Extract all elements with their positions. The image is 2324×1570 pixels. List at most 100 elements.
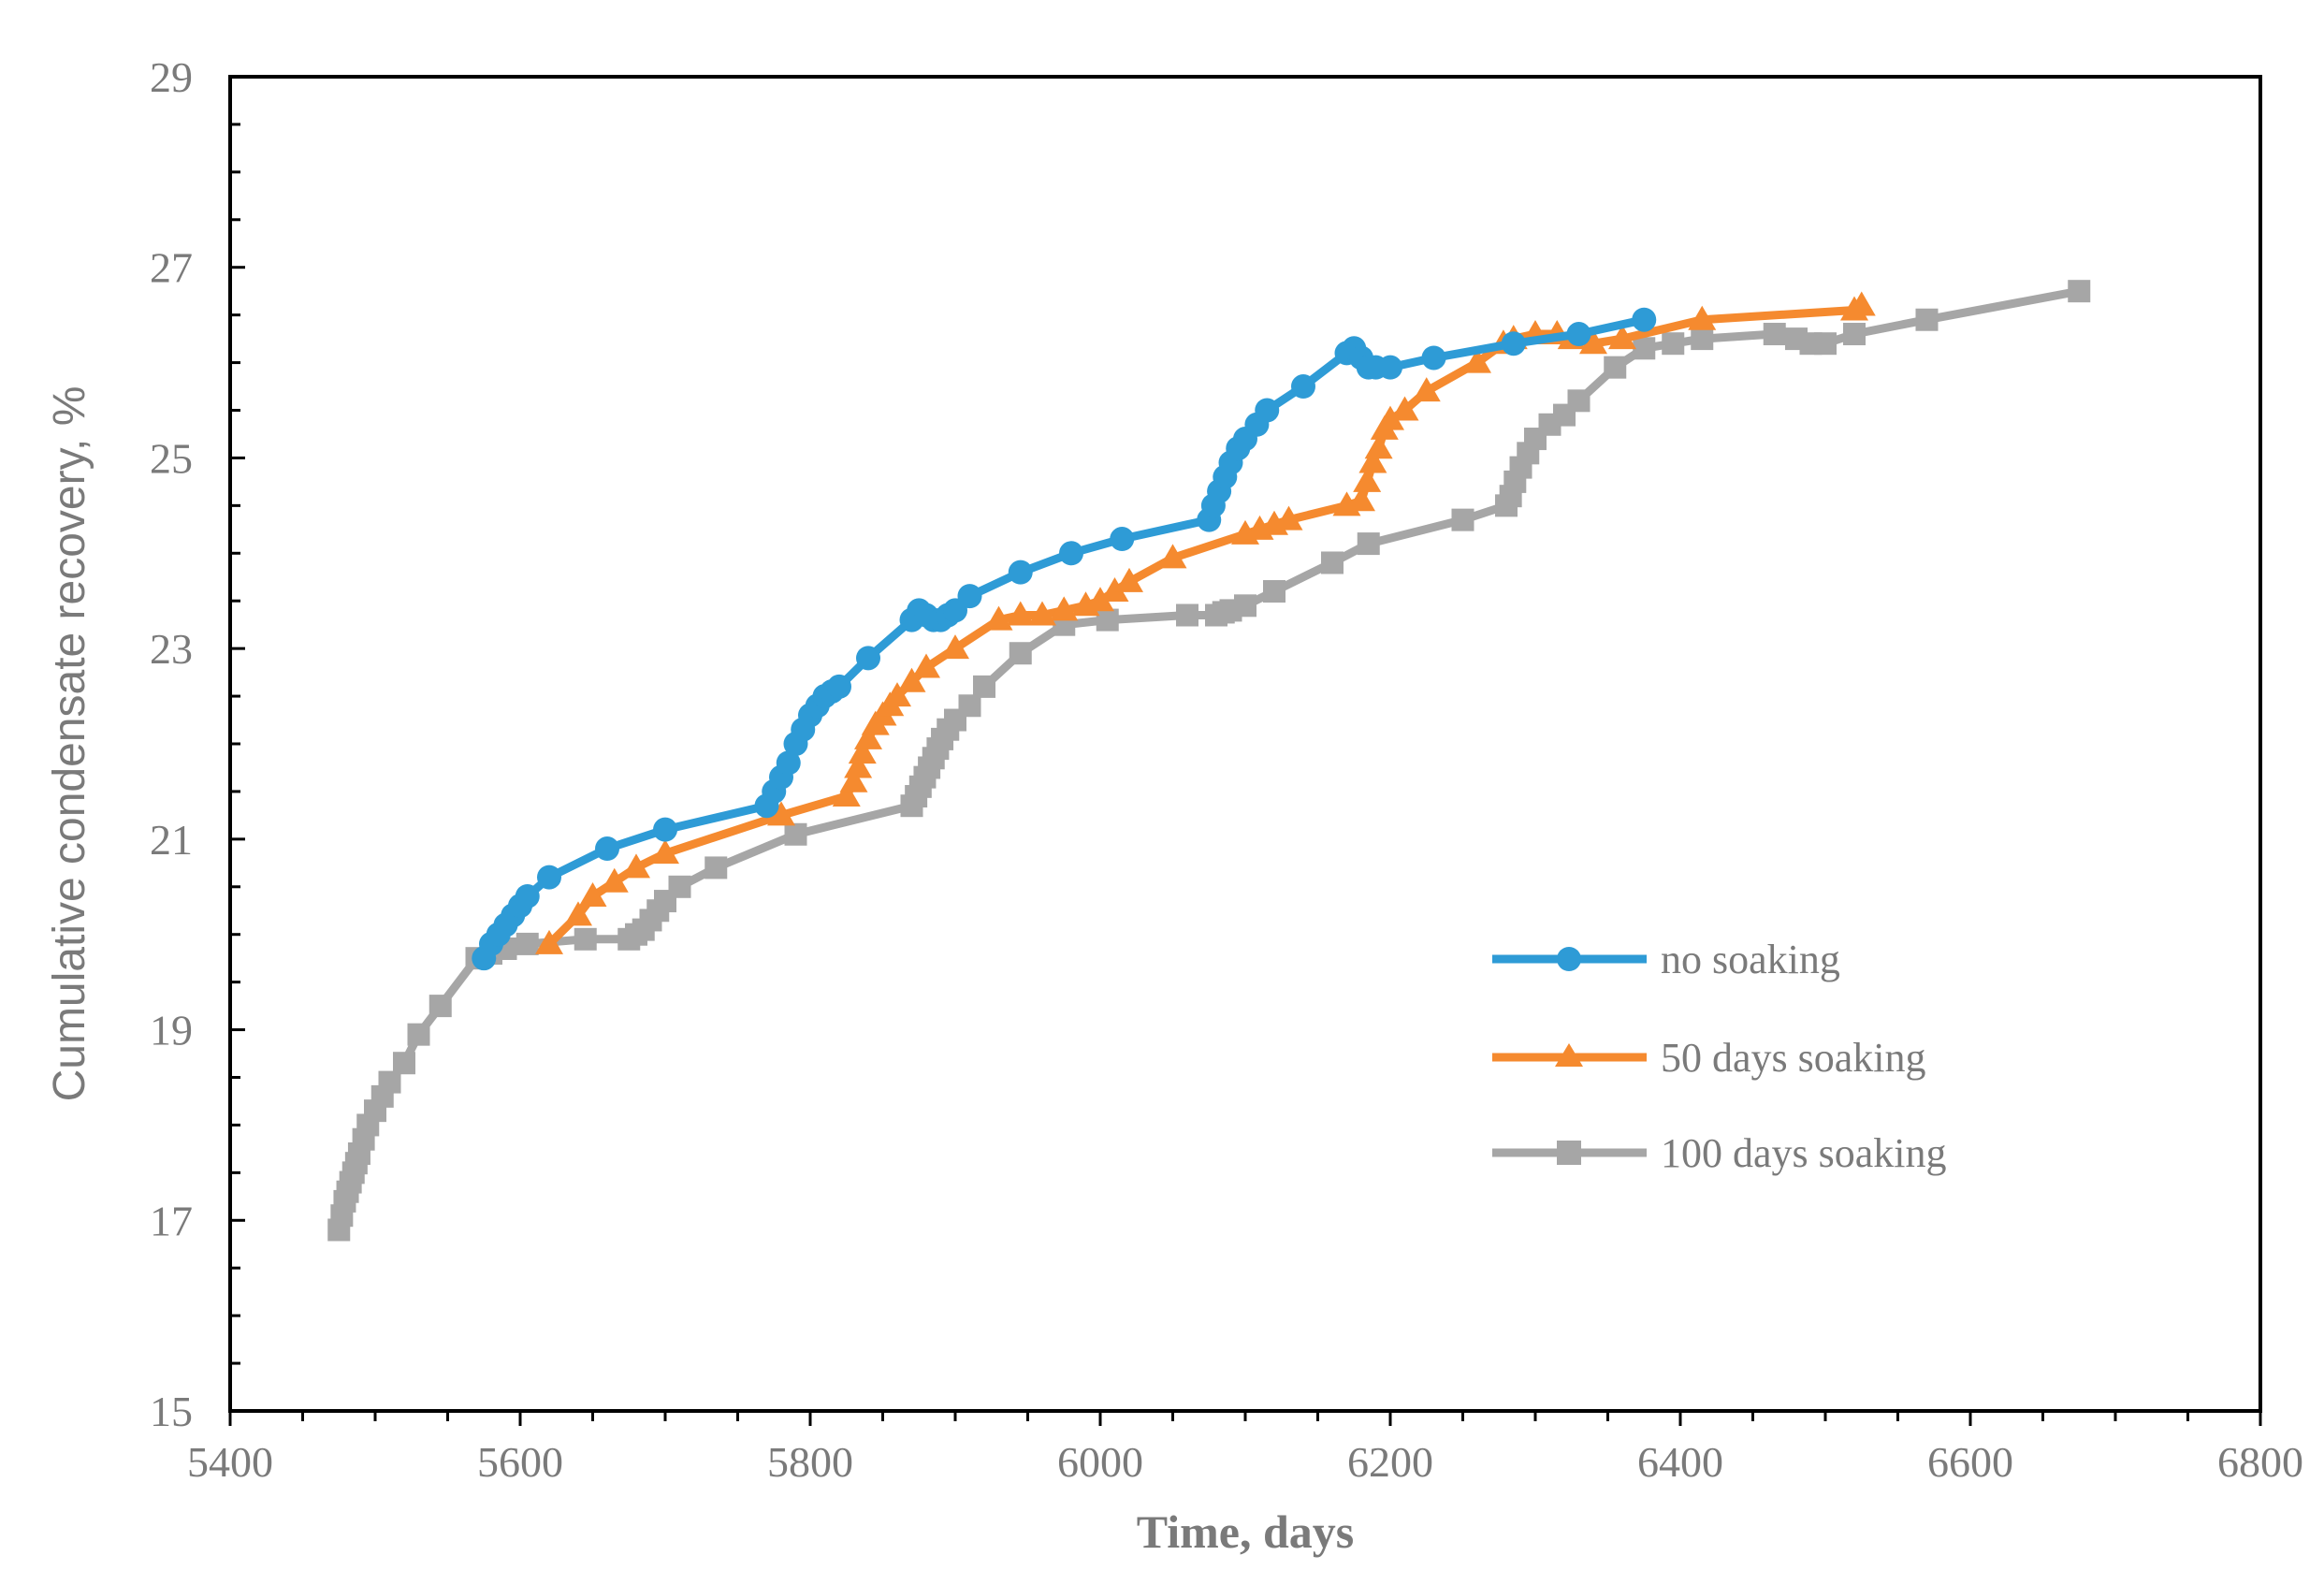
data-point-100-days-soaking bbox=[574, 927, 597, 951]
legend-item-100-days-soaking: 100 days soaking bbox=[1492, 1130, 1947, 1176]
series-line-100-days-soaking bbox=[334, 286, 2084, 1234]
data-point-100-days-soaking bbox=[1691, 327, 1714, 351]
y-tick-label: 29 bbox=[150, 53, 193, 101]
data-point-100-days-soaking bbox=[1234, 594, 1256, 618]
data-point-no-soaking bbox=[1632, 307, 1657, 332]
y-axis-title: Cumulative condensate recovery, % bbox=[45, 386, 94, 1102]
data-point-50-days-soaking bbox=[912, 653, 940, 678]
data-point-50-days-soaking bbox=[564, 901, 592, 926]
y-tick-label: 17 bbox=[150, 1197, 193, 1244]
data-point-no-soaking bbox=[856, 646, 880, 671]
data-point-no-soaking bbox=[1501, 331, 1526, 356]
x-tick-label: 5600 bbox=[477, 1438, 563, 1486]
x-tick-label: 6000 bbox=[1057, 1438, 1143, 1486]
data-point-no-soaking bbox=[1566, 322, 1591, 347]
data-point-100-days-soaking bbox=[2068, 280, 2091, 303]
data-point-no-soaking bbox=[1378, 355, 1402, 380]
data-point-no-soaking bbox=[515, 883, 540, 909]
data-point-100-days-soaking bbox=[1915, 308, 1939, 331]
data-point-no-soaking bbox=[1008, 560, 1033, 585]
y-tick-label: 21 bbox=[150, 816, 193, 864]
data-point-50-days-soaking bbox=[839, 767, 868, 792]
data-point-100-days-soaking bbox=[378, 1070, 401, 1094]
data-point-50-days-soaking bbox=[848, 739, 877, 764]
y-tick-label: 19 bbox=[150, 1007, 193, 1054]
data-point-50-days-soaking bbox=[578, 881, 607, 907]
data-point-50-days-soaking bbox=[1050, 596, 1079, 621]
data-point-no-soaking bbox=[595, 836, 619, 862]
data-point-100-days-soaking bbox=[1176, 603, 1198, 627]
data-point-100-days-soaking bbox=[516, 932, 539, 955]
legend: no soaking 50 days soaking 100 days soak… bbox=[1492, 937, 1947, 1176]
data-point-no-soaking bbox=[653, 817, 677, 842]
data-point-100-days-soaking bbox=[1763, 323, 1786, 346]
x-tick-label: 6600 bbox=[1927, 1438, 2013, 1486]
data-point-50-days-soaking bbox=[1579, 329, 1607, 355]
data-point-100-days-soaking bbox=[1814, 332, 1837, 356]
legend-label-100-days-soaking: 100 days soaking bbox=[1661, 1130, 1947, 1176]
data-point-no-soaking bbox=[827, 674, 851, 699]
data-point-50-days-soaking bbox=[1412, 377, 1441, 402]
data-point-no-soaking bbox=[1291, 374, 1315, 400]
y-tick-label: 23 bbox=[150, 625, 193, 673]
data-point-no-soaking bbox=[537, 865, 561, 890]
data-point-100-days-soaking bbox=[973, 675, 995, 698]
data-point-50-days-soaking bbox=[1086, 587, 1114, 612]
data-point-100-days-soaking bbox=[428, 995, 452, 1018]
data-point-no-soaking bbox=[1421, 345, 1446, 371]
data-point-50-days-soaking bbox=[1100, 577, 1129, 603]
data-point-50-days-soaking bbox=[844, 753, 873, 778]
data-point-50-days-soaking bbox=[883, 682, 911, 707]
data-point-50-days-soaking bbox=[767, 801, 795, 826]
x-tick-label: 5400 bbox=[187, 1438, 273, 1486]
series-no-soaking bbox=[472, 307, 1657, 971]
legend-marker-no-soaking bbox=[1557, 947, 1581, 971]
legend-item-no-soaking: no soaking bbox=[1492, 937, 1840, 982]
data-point-50-days-soaking bbox=[1006, 601, 1035, 626]
data-point-50-days-soaking bbox=[1115, 567, 1143, 592]
data-point-50-days-soaking bbox=[1158, 544, 1187, 569]
data-point-100-days-soaking bbox=[1662, 332, 1685, 356]
plot-frame bbox=[228, 75, 2262, 1413]
data-point-50-days-soaking bbox=[1358, 448, 1387, 473]
x-tick-label: 6400 bbox=[1637, 1438, 1723, 1486]
y-tick-label: 27 bbox=[150, 244, 193, 292]
data-point-50-days-soaking bbox=[1390, 396, 1419, 421]
data-point-50-days-soaking bbox=[1353, 467, 1382, 492]
legend-label-50-days-soaking: 50 days soaking bbox=[1661, 1035, 1926, 1081]
series-layer bbox=[327, 280, 2091, 1242]
data-point-100-days-soaking bbox=[784, 822, 807, 846]
data-point-100-days-soaking bbox=[1843, 323, 1866, 346]
data-point-100-days-soaking bbox=[704, 856, 728, 879]
data-point-50-days-soaking bbox=[651, 839, 679, 865]
data-point-100-days-soaking bbox=[407, 1023, 430, 1046]
data-point-50-days-soaking bbox=[1274, 505, 1303, 531]
data-point-50-days-soaking bbox=[941, 634, 969, 660]
data-point-100-days-soaking bbox=[958, 694, 981, 718]
data-point-50-days-soaking bbox=[1847, 291, 1876, 316]
data-point-100-days-soaking bbox=[1357, 532, 1380, 556]
data-point-100-days-soaking bbox=[1263, 580, 1285, 603]
x-axis-title: Time, days bbox=[1137, 1505, 1354, 1558]
data-point-100-days-soaking bbox=[668, 875, 691, 898]
data-point-50-days-soaking bbox=[854, 724, 882, 749]
data-point-50-days-soaking bbox=[600, 867, 629, 893]
data-point-no-soaking bbox=[1059, 541, 1083, 566]
legend-item-50-days-soaking: 50 days soaking bbox=[1492, 1035, 1926, 1081]
data-point-100-days-soaking bbox=[1451, 508, 1474, 531]
tick-layer: 5400 5600 5800 6000 6200 6400 6600 6800 15 17 19 21… bbox=[150, 53, 2303, 1486]
data-point-100-days-soaking bbox=[1321, 551, 1344, 574]
x-tick-label: 6200 bbox=[1347, 1438, 1433, 1486]
data-point-100-days-soaking bbox=[1567, 389, 1590, 413]
data-point-100-days-soaking bbox=[1633, 337, 1656, 360]
legend-marker-100-days-soaking bbox=[1557, 1141, 1581, 1165]
data-point-50-days-soaking bbox=[1376, 405, 1404, 430]
data-point-no-soaking bbox=[776, 750, 801, 776]
data-point-100-days-soaking bbox=[1096, 608, 1119, 632]
data-point-50-days-soaking bbox=[1608, 325, 1636, 350]
x-tick-label: 5800 bbox=[767, 1438, 853, 1486]
data-point-50-days-soaking bbox=[1347, 487, 1375, 512]
data-point-no-soaking bbox=[1255, 398, 1280, 423]
data-point-no-soaking bbox=[957, 584, 982, 609]
